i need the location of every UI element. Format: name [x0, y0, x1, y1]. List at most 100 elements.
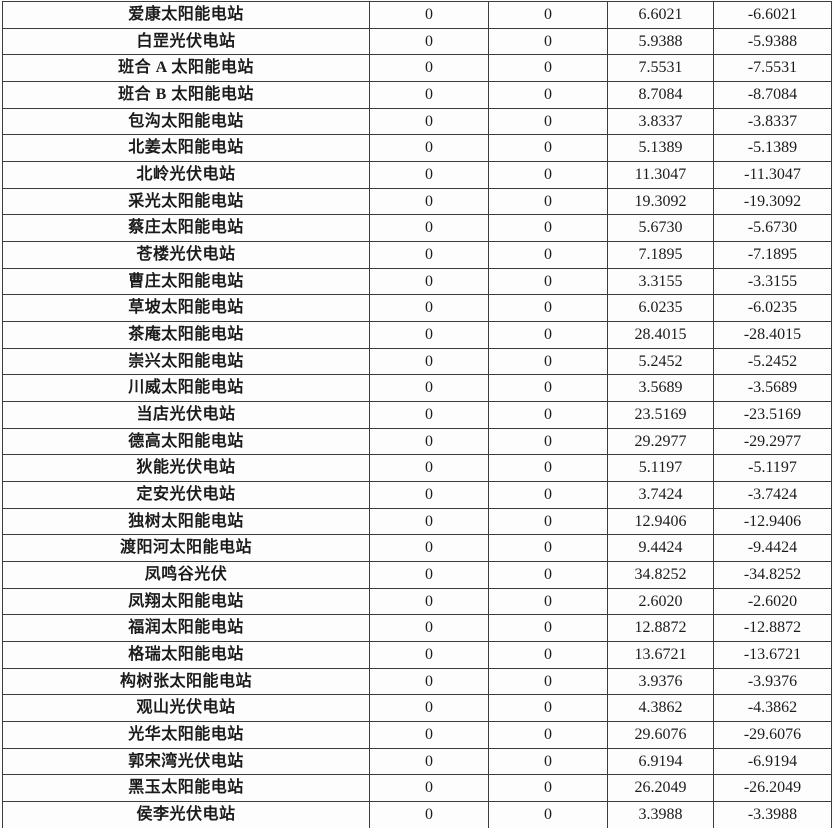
zero-cell-b: 0: [488, 241, 608, 269]
station-name-cell: 班合 A 太阳能电站: [2, 54, 370, 83]
station-name-cell: 苍楼光伏电站: [2, 241, 370, 269]
station-name-cell: 观山光伏电站: [2, 694, 370, 723]
negative-value-cell: -28.4015: [713, 321, 832, 349]
negative-value-cell: -6.0235: [713, 294, 832, 323]
value-cell: 3.8337: [607, 107, 714, 136]
zero-cell-b: 0: [488, 1, 608, 29]
negative-value-cell: -13.6721: [713, 641, 832, 669]
station-name-cell: 北岭光伏电站: [2, 161, 370, 189]
table-row: 格瑞太阳能电站 0 0 13.6721 -13.6721: [2, 641, 832, 669]
zero-cell-a: 0: [369, 27, 489, 56]
table-row: 草坡太阳能电站 0 0 6.0235 -6.0235: [2, 294, 832, 323]
negative-value-cell: -9.4424: [713, 534, 832, 563]
table-row: 德高太阳能电站 0 0 29.2977 -29.2977: [2, 427, 832, 456]
negative-value-cell: -3.8337: [713, 107, 832, 136]
zero-cell-a: 0: [369, 721, 489, 749]
table-row: 北姜太阳能电站 0 0 5.1389 -5.1389: [2, 134, 832, 163]
negative-value-cell: -19.3092: [713, 187, 832, 216]
value-cell: 6.6021: [607, 1, 714, 29]
value-cell: 28.4015: [607, 321, 714, 349]
table-row: 白罡光伏电站 0 0 5.9388 -5.9388: [2, 27, 832, 56]
zero-cell-a: 0: [369, 801, 489, 828]
station-name-cell: 白罡光伏电站: [2, 27, 370, 56]
zero-cell-b: 0: [488, 667, 608, 696]
value-cell: 5.6730: [607, 214, 714, 243]
value-cell: 34.8252: [607, 561, 714, 589]
value-cell: 13.6721: [607, 641, 714, 669]
negative-value-cell: -23.5169: [713, 401, 832, 429]
zero-cell-b: 0: [488, 401, 608, 429]
value-cell: 5.1197: [607, 454, 714, 483]
value-cell: 29.6076: [607, 721, 714, 749]
zero-cell-b: 0: [488, 321, 608, 349]
value-cell: 29.2977: [607, 427, 714, 456]
value-cell: 4.3862: [607, 694, 714, 723]
zero-cell-a: 0: [369, 161, 489, 189]
value-cell: 8.7084: [607, 81, 714, 109]
zero-cell-b: 0: [488, 107, 608, 136]
table-row: 崇兴太阳能电站 0 0 5.2452 -5.2452: [2, 347, 832, 376]
negative-value-cell: -5.6730: [713, 214, 832, 243]
negative-value-cell: -3.3988: [713, 801, 832, 828]
table-row: 郭宋湾光伏电站 0 0 6.9194 -6.9194: [2, 747, 832, 776]
zero-cell-b: 0: [488, 294, 608, 323]
station-name-cell: 班合 B 太阳能电站: [2, 81, 370, 109]
station-name-cell: 德高太阳能电站: [2, 427, 370, 456]
zero-cell-b: 0: [488, 27, 608, 56]
station-name-cell: 崇兴太阳能电站: [2, 347, 370, 376]
zero-cell-a: 0: [369, 374, 489, 403]
zero-cell-a: 0: [369, 454, 489, 483]
negative-value-cell: -29.6076: [713, 721, 832, 749]
table-row: 凤鸣谷光伏 0 0 34.8252 -34.8252: [2, 561, 832, 589]
negative-value-cell: -29.2977: [713, 427, 832, 456]
station-name-cell: 构树张太阳能电站: [2, 667, 370, 696]
station-name-cell: 格瑞太阳能电站: [2, 641, 370, 669]
value-cell: 3.3155: [607, 267, 714, 296]
station-name-cell: 郭宋湾光伏电站: [2, 747, 370, 776]
value-cell: 6.0235: [607, 294, 714, 323]
table-row: 福润太阳能电站 0 0 12.8872 -12.8872: [2, 614, 832, 643]
zero-cell-b: 0: [488, 374, 608, 403]
negative-value-cell: -11.3047: [713, 161, 832, 189]
station-name-cell: 采光太阳能电站: [2, 187, 370, 216]
zero-cell-b: 0: [488, 641, 608, 669]
station-name-cell: 川威太阳能电站: [2, 374, 370, 403]
station-name-cell: 爱康太阳能电站: [2, 1, 370, 29]
station-name-cell: 狄能光伏电站: [2, 454, 370, 483]
zero-cell-b: 0: [488, 161, 608, 189]
table-row: 凤翔太阳能电站 0 0 2.6020 -2.6020: [2, 587, 832, 616]
value-cell: 3.3988: [607, 801, 714, 828]
zero-cell-a: 0: [369, 534, 489, 563]
negative-value-cell: -6.6021: [713, 1, 832, 29]
value-cell: 6.9194: [607, 747, 714, 776]
zero-cell-a: 0: [369, 481, 489, 509]
value-cell: 5.1389: [607, 134, 714, 163]
value-cell: 11.3047: [607, 161, 714, 189]
zero-cell-a: 0: [369, 561, 489, 589]
value-cell: 7.5531: [607, 54, 714, 83]
negative-value-cell: -7.1895: [713, 241, 832, 269]
negative-value-cell: -6.9194: [713, 747, 832, 776]
station-name-cell: 凤翔太阳能电站: [2, 587, 370, 616]
table-row: 构树张太阳能电站 0 0 3.9376 -3.9376: [2, 667, 832, 696]
zero-cell-a: 0: [369, 321, 489, 349]
zero-cell-b: 0: [488, 481, 608, 509]
value-cell: 9.4424: [607, 534, 714, 563]
negative-value-cell: -34.8252: [713, 561, 832, 589]
zero-cell-b: 0: [488, 587, 608, 616]
zero-cell-a: 0: [369, 507, 489, 536]
zero-cell-b: 0: [488, 721, 608, 749]
zero-cell-a: 0: [369, 54, 489, 83]
zero-cell-a: 0: [369, 214, 489, 243]
value-cell: 12.9406: [607, 507, 714, 536]
value-cell: 5.2452: [607, 347, 714, 376]
value-cell: 19.3092: [607, 187, 714, 216]
zero-cell-a: 0: [369, 587, 489, 616]
table-row: 光华太阳能电站 0 0 29.6076 -29.6076: [2, 721, 832, 749]
zero-cell-a: 0: [369, 347, 489, 376]
zero-cell-b: 0: [488, 534, 608, 563]
negative-value-cell: -12.8872: [713, 614, 832, 643]
table-row: 观山光伏电站 0 0 4.3862 -4.3862: [2, 694, 832, 723]
